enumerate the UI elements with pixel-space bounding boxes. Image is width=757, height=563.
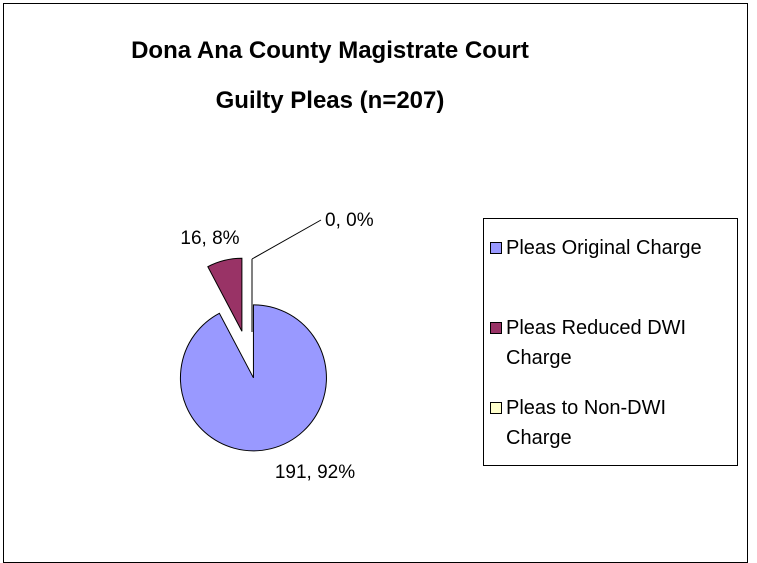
chart-title: Guilty Pleas (n=207) [216,87,445,114]
legend-label: Pleas Reduced DWI Charge [506,317,687,369]
data-label: 0, 0% [325,210,374,231]
chart-title: Dona Ana County Magistrate Court [131,37,529,64]
pie-slice [207,257,243,332]
pie-slice [179,304,327,452]
legend-swatch [490,402,502,414]
leader-line [251,219,322,260]
legend-label: Pleas to Non-DWI Charge [506,397,667,449]
legend-swatch [490,322,502,334]
legend: Pleas Original Charge Pleas Reduced DWI C… [483,218,738,466]
legend-label: Pleas Original Charge [506,237,702,259]
data-label: 191, 92% [275,462,355,483]
legend-swatch [490,242,502,254]
data-label: 16, 8% [180,228,239,249]
